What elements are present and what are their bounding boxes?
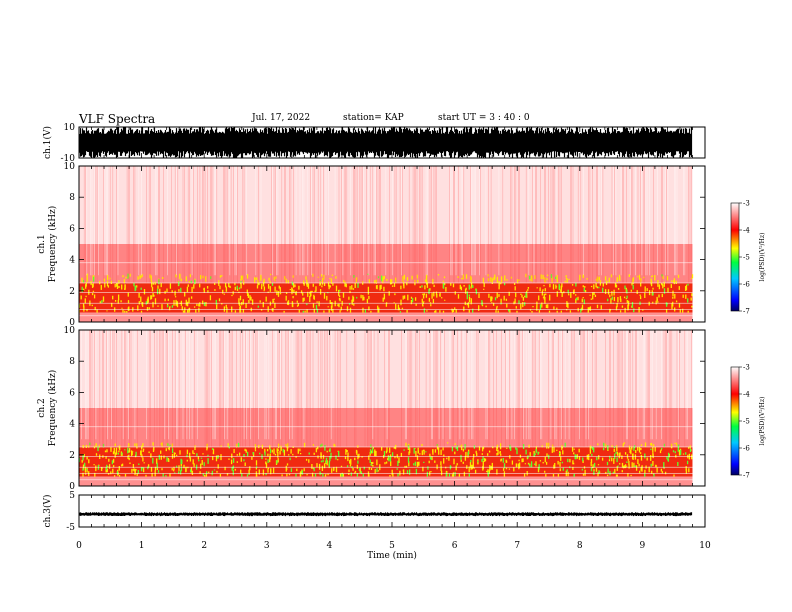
ch1-spectrogram-white-streaks — [86, 166, 686, 276]
ch2-spectrogram-base-band — [79, 476, 693, 486]
x-tick-label: 8 — [577, 541, 583, 551]
ch2-spectrogram-colorbar — [730, 366, 740, 476]
ch2-spectrogram-y-tick-label: 0 — [69, 482, 75, 492]
ch2-spectrogram-colorbar-tick-label: -3 — [743, 364, 750, 372]
ch1-spectrogram-y-tick-label: 8 — [69, 193, 75, 203]
ch2-spectrogram-y-tick-label: 8 — [69, 357, 75, 367]
ch1-spectrogram-colorbar-tick-label: -5 — [743, 254, 750, 262]
ch2-spectrogram-ylabel-units: Frequency (kHz) — [47, 370, 58, 447]
ch1-spectrogram-ylabel: ch.1 — [37, 234, 47, 253]
ch3-waveform-trace — [78, 512, 693, 517]
ch2-spectrogram-y-tick-label: 10 — [64, 326, 76, 336]
ch1-spectrogram-y-tick-label: 10 — [64, 162, 76, 172]
x-axis-label: Time (min) — [367, 550, 417, 561]
ch2-spectrogram-colorbar-label: log(PSD)(V²/Hz) — [759, 397, 766, 446]
ch3-waveform-y-tick-label: 5 — [69, 491, 75, 501]
ch1-spectrogram-colorbar-label: log(PSD)(V²/Hz) — [759, 233, 766, 282]
ch1-waveform-ylabel: ch.1(V) — [42, 126, 53, 159]
x-tick-label: 9 — [640, 541, 646, 551]
x-tick-label: 5 — [389, 541, 395, 551]
ch1-spectrogram-yellow-speckle — [78, 273, 694, 317]
ch2-spectrogram-low-band — [79, 447, 693, 477]
ch2-spectrogram-y-tick-label: 6 — [69, 388, 75, 398]
ch1-spectrogram-y-tick-label: 6 — [69, 224, 75, 234]
ch1-spectrogram-colorbar-tick-label: -7 — [743, 308, 750, 316]
x-tick-label: 10 — [699, 541, 711, 551]
ch1-waveform-trace — [78, 127, 693, 158]
ch1-waveform-y-tick-label: -10 — [61, 154, 76, 164]
ch1-waveform-y-tick-label: 10 — [64, 123, 76, 133]
ch2-spectrogram-colorbar-tick-label: -7 — [743, 472, 750, 480]
ch1-spectrogram-colorbar-tick-label: -3 — [743, 200, 750, 208]
ch1-spectrogram-colorbar-tick-label: -4 — [743, 227, 750, 235]
ch2-spectrogram-colorbar-tick-label: -4 — [743, 391, 750, 399]
ch1-spectrogram-colorbar — [730, 202, 740, 312]
x-tick-label: 3 — [264, 541, 270, 551]
ch2-spectrogram-upper-band — [79, 330, 693, 408]
ch1-spectrogram-y-tick-label: 0 — [69, 318, 75, 328]
ch3-waveform-ylabel: ch.3(V) — [42, 495, 53, 528]
ch1-spectrogram-colorbar-tick-label: -6 — [743, 281, 750, 289]
x-tick-label: 2 — [201, 541, 207, 551]
ch2-spectrogram-colorbar-tick-label: -6 — [743, 445, 750, 453]
ch1-spectrogram-y-tick-label: 2 — [69, 287, 75, 297]
ch3-waveform-line — [78, 512, 693, 517]
start-time-label: start UT = 3 : 40 : 0 — [438, 113, 530, 123]
ch3-waveform-y-tick-label: -5 — [66, 523, 75, 533]
ch1-spectrogram-base-band — [79, 312, 693, 322]
ch2-spectrogram-white-streaks — [81, 330, 688, 440]
ch2-spectrogram-colorbar-tick-label: -5 — [743, 418, 750, 426]
ch2-spectrogram-ylabel: ch.2 — [37, 398, 47, 417]
x-tick-label: 6 — [452, 541, 458, 551]
x-tick-label: 0 — [76, 541, 82, 551]
ch2-spectrogram-y-tick-label: 2 — [69, 451, 75, 461]
x-tick-label: 1 — [139, 541, 145, 551]
figure-title: VLF Spectra — [79, 112, 156, 126]
ch2-spectrogram-mid-band — [79, 408, 693, 447]
ch1-spectrogram-y-tick-label: 4 — [69, 256, 75, 266]
ch1-spectrogram-ylabel-units: Frequency (kHz) — [47, 206, 58, 283]
ch2-spectrogram-image — [78, 330, 693, 486]
x-tick-label: 4 — [327, 541, 333, 551]
x-tick-label: 7 — [514, 541, 520, 551]
ch2-spectrogram-y-tick-label: 4 — [69, 420, 75, 430]
date-label: Jul. 17, 2022 — [252, 113, 311, 123]
station-label: station= KAP — [343, 113, 404, 123]
ch1-spectrogram-image — [78, 166, 694, 322]
ch1-waveform-line — [78, 127, 693, 158]
